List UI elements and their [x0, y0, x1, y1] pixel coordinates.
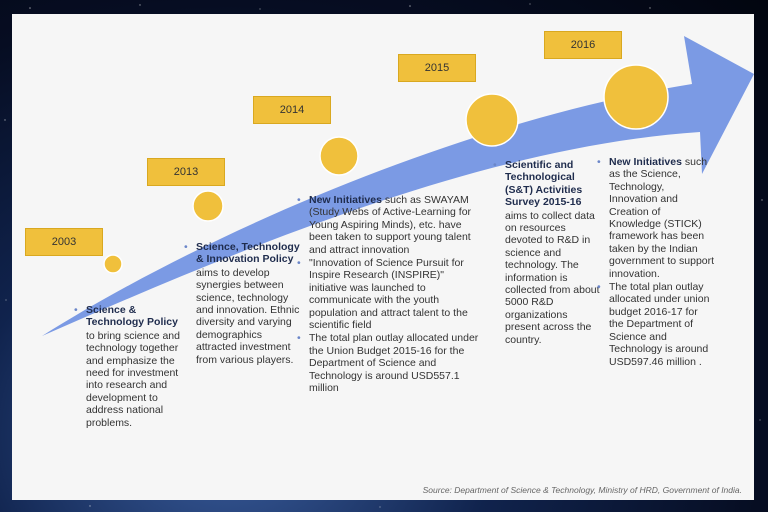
milestone-2016-bullet-1-heading: New Initiatives	[609, 156, 682, 168]
milestone-2013-body: aims to develop synergies between scienc…	[196, 266, 300, 366]
milestone-circle-2016	[603, 64, 669, 130]
milestone-2014-bullet-2-body: "Innovation of Science Pursuit for Inspi…	[309, 257, 468, 332]
milestone-circle-2014	[319, 136, 359, 176]
timeline-arrow	[42, 36, 754, 336]
milestone-2013-text: Science, Technology & Innovation Policy …	[184, 241, 302, 366]
milestone-2003-heading: Science & Technology Policy	[86, 304, 178, 329]
milestone-circle-2003	[103, 254, 123, 274]
milestone-2016-bullet-1: New Initiatives such as the Science, Tec…	[597, 156, 715, 280]
milestone-2016-bullet-2: The total plan outlay allocated under un…	[597, 281, 715, 368]
timeline-arrow-diagram	[42, 36, 754, 336]
year-label-2014: 2014	[253, 96, 331, 124]
milestone-2014-bullet-3: The total plan outlay allocated under th…	[297, 332, 482, 394]
timeline-panel: 2003 2013 2014 2015 2016 Science & Techn…	[12, 14, 754, 500]
milestone-2016-bullet-1-body: such as the Science, Technology, Innovat…	[609, 156, 715, 280]
milestone-2016-text: New Initiatives such as the Science, Tec…	[597, 156, 715, 369]
milestone-2013-heading: Science, Technology & Innovation Policy	[196, 241, 300, 266]
milestone-2015-text: Scientific and Technological (S&T) Activ…	[493, 159, 605, 346]
milestone-2014-bullet-1-heading: New Initiatives	[309, 194, 382, 206]
milestone-2003-text: Science & Technology Policy to bring sci…	[74, 304, 192, 429]
milestone-2014-bullet-3-body: The total plan outlay allocated under th…	[309, 332, 479, 395]
milestone-circle-2015	[465, 93, 519, 147]
milestone-2015-body: aims to collect data on resources devote…	[505, 209, 600, 346]
source-note: Source: Department of Science & Technolo…	[422, 485, 742, 495]
milestone-2016-bullet-2-body: The total plan outlay allocated under un…	[609, 281, 710, 368]
milestone-2014-bullet-2: "Innovation of Science Pursuit for Inspi…	[297, 257, 482, 331]
milestone-circle-2013	[192, 190, 224, 222]
year-label-2016: 2016	[544, 31, 622, 59]
milestone-2014-text: New Initiatives such as SWAYAM (Study We…	[297, 194, 482, 396]
year-label-2015: 2015	[398, 54, 476, 82]
year-label-2003: 2003	[25, 228, 103, 256]
milestone-2015-heading: Scientific and Technological (S&T) Activ…	[505, 159, 583, 209]
milestone-2014-bullet-1-body: such as SWAYAM (Study Webs of Active-Lea…	[309, 194, 472, 256]
year-label-2013: 2013	[147, 158, 225, 186]
milestone-2014-bullet-1: New Initiatives such as SWAYAM (Study We…	[297, 194, 482, 256]
milestone-2003-body: to bring science and technology together…	[86, 329, 180, 429]
